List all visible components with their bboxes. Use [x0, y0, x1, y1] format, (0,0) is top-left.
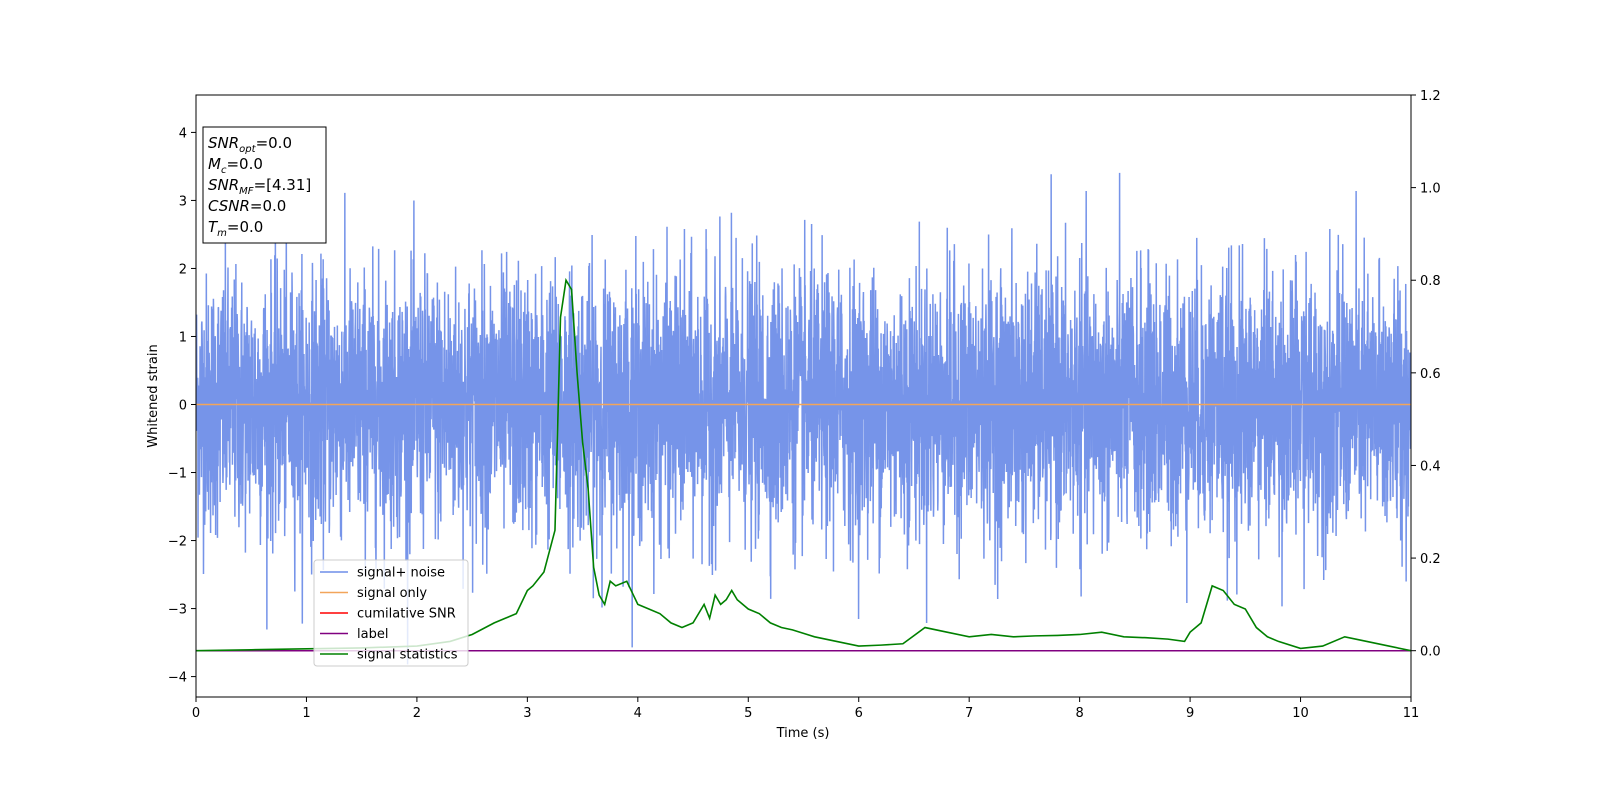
- series-signal-statistics: [196, 277, 1411, 652]
- x-axis-label: Time (s): [776, 726, 830, 741]
- axes-frame: [195, 94, 1412, 698]
- y-right-tick-label: 0.2: [1420, 552, 1441, 567]
- x-tick-label: 1: [302, 706, 310, 721]
- legend-entry-label: signal statistics: [357, 648, 458, 663]
- legend-entry-label: cumilative SNR: [357, 607, 456, 622]
- x-tick-label: 8: [1075, 706, 1083, 721]
- x-tick-label: 7: [965, 706, 973, 721]
- x-tick-label: 0: [192, 706, 200, 721]
- series-signal-noise: [196, 172, 1411, 665]
- y-axis-left-label: Whitened strain: [146, 344, 161, 447]
- info-line: Mc=0.0: [208, 155, 263, 176]
- y-left-tick-label: 3: [179, 194, 187, 209]
- legend-entry-label: signal+ noise: [357, 566, 445, 581]
- x-tick-label: 9: [1186, 706, 1194, 721]
- legend-entry-label: signal only: [357, 586, 427, 601]
- y-left-tick-label: 0: [179, 399, 187, 414]
- y-left-tick-label: −2: [168, 535, 187, 550]
- y-right-tick-label: 0.8: [1420, 274, 1441, 289]
- info-box-frame: [202, 126, 327, 244]
- legend-entry-label: label: [357, 627, 388, 642]
- x-tick-label: 5: [744, 706, 752, 721]
- legend-frame: [313, 559, 469, 667]
- info-line: CSNR=0.0: [208, 197, 286, 215]
- x-tick-label: 2: [413, 706, 421, 721]
- x-tick-label: 11: [1403, 706, 1420, 721]
- y-left-tick-label: 2: [179, 262, 187, 277]
- legend: signal+ noise signal only cumilative SNR la…: [313, 559, 469, 667]
- y-left-tick-label: −1: [168, 467, 187, 482]
- y-axis-left: −4 −3 −2 −1 0 1 2 3 4: [168, 126, 196, 686]
- y-axis-right: 0.0 0.2 0.4 0.6 0.8 1.0 1.2: [1411, 89, 1441, 660]
- y-right-tick-label: 0.6: [1420, 367, 1441, 382]
- x-tick-label: 10: [1292, 706, 1309, 721]
- x-tick-label: 4: [634, 706, 642, 721]
- info-line: SNRMF=[4.31]: [208, 176, 311, 197]
- y-left-tick-label: 1: [179, 330, 187, 345]
- x-tick-label: 6: [855, 706, 863, 721]
- y-left-tick-label: 4: [179, 126, 187, 141]
- y-left-tick-label: −3: [168, 603, 187, 618]
- y-left-tick-label: −4: [168, 671, 187, 686]
- info-line: SNRopt=0.0: [208, 134, 292, 155]
- y-right-tick-label: 0.0: [1420, 645, 1441, 660]
- y-right-tick-label: 1.0: [1420, 182, 1441, 197]
- x-tick-label: 3: [523, 706, 531, 721]
- y-right-tick-label: 0.4: [1420, 459, 1441, 474]
- x-axis: 0 1 2 3 4 5 6 7 8 9 10 11: [192, 697, 1419, 721]
- info-line: Tm=0.0: [208, 218, 263, 239]
- y-right-tick-label: 1.2: [1420, 89, 1441, 104]
